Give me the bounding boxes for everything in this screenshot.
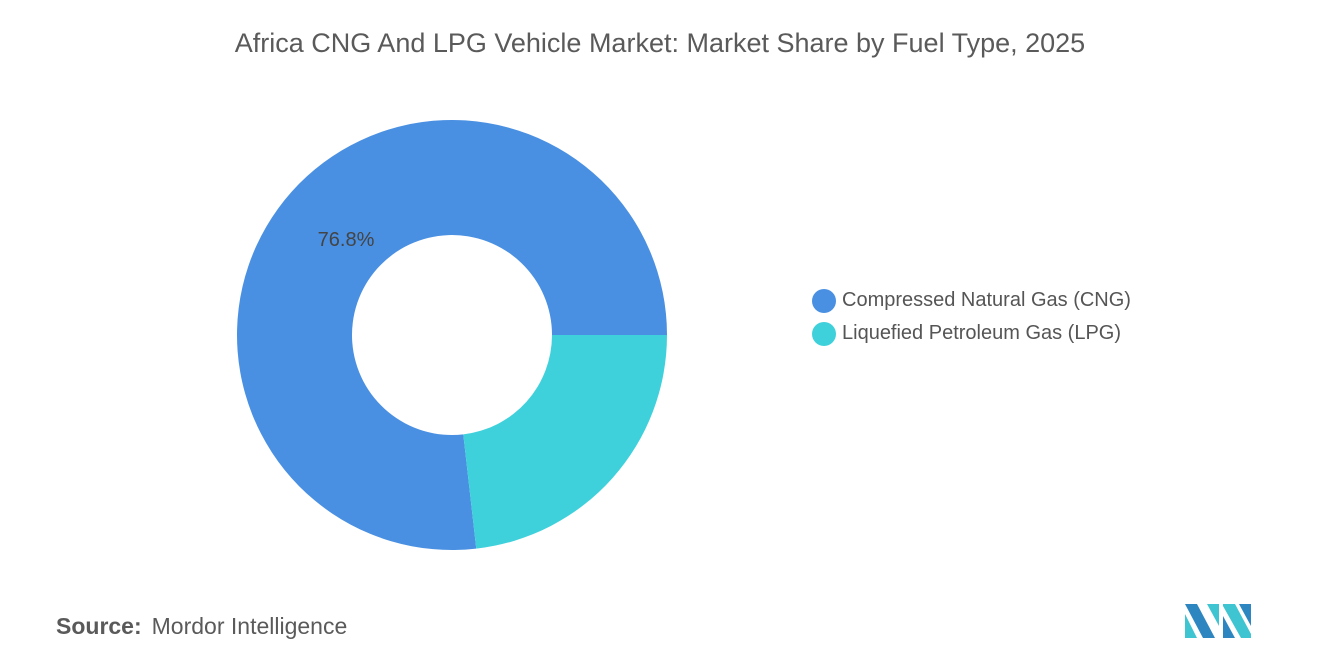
source-label: Source: — [56, 613, 142, 639]
slice-lpg — [463, 335, 667, 549]
legend-swatch-lpg — [812, 321, 836, 346]
source-note: Source: Mordor Intelligence — [56, 613, 347, 640]
mordor-intelligence-logo — [1185, 604, 1251, 638]
legend-label-cng: Compressed Natural Gas (CNG) — [842, 289, 1131, 311]
source-text: Mordor Intelligence — [151, 613, 348, 639]
chart-title: Africa CNG And LPG Vehicle Market: Marke… — [234, 28, 1086, 58]
legend-label-lpg: Liquefied Petroleum Gas (LPG) — [842, 322, 1122, 344]
legend-item-lpg: Liquefied Petroleum Gas (LPG) — [812, 317, 1131, 350]
slice-cng — [237, 119, 667, 551]
legend-swatch-cng — [812, 288, 836, 313]
data-label-cng: 76.8% — [318, 229, 375, 251]
legend-item-cng: Compressed Natural Gas (CNG) — [812, 284, 1131, 317]
legend: Compressed Natural Gas (CNG) Liquefied P… — [812, 284, 1131, 350]
